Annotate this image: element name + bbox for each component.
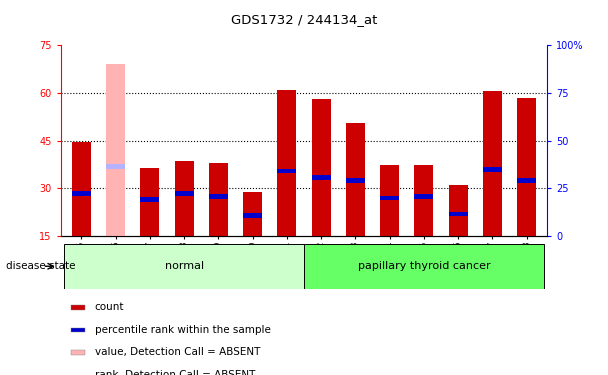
Bar: [209, 194, 228, 199]
Bar: [71, 350, 85, 355]
Bar: [380, 165, 399, 236]
Text: value, Detection Call = ABSENT: value, Detection Call = ABSENT: [95, 348, 260, 357]
Bar: [106, 164, 125, 168]
Bar: [64, 244, 304, 289]
Bar: [243, 192, 262, 236]
Text: count: count: [95, 303, 125, 312]
Bar: [517, 98, 536, 236]
Bar: [483, 91, 502, 236]
Bar: [71, 373, 85, 375]
Text: papillary thyroid cancer: papillary thyroid cancer: [358, 261, 490, 271]
Text: rank, Detection Call = ABSENT: rank, Detection Call = ABSENT: [95, 370, 255, 375]
Bar: [106, 64, 125, 236]
Bar: [277, 90, 296, 236]
Bar: [312, 99, 331, 236]
Bar: [71, 328, 85, 332]
Text: percentile rank within the sample: percentile rank within the sample: [95, 325, 271, 335]
Bar: [449, 185, 468, 236]
Bar: [449, 211, 468, 216]
Bar: [346, 123, 365, 236]
Bar: [71, 305, 85, 310]
Bar: [517, 178, 536, 183]
Bar: [243, 213, 262, 218]
Bar: [209, 163, 228, 236]
Bar: [140, 168, 159, 236]
Bar: [174, 191, 193, 196]
Bar: [174, 161, 193, 236]
Text: disease state: disease state: [6, 261, 75, 271]
Text: GDS1732 / 244134_at: GDS1732 / 244134_at: [231, 13, 377, 26]
Bar: [312, 175, 331, 180]
Bar: [304, 244, 544, 289]
Bar: [72, 142, 91, 236]
Bar: [140, 197, 159, 202]
Bar: [277, 168, 296, 173]
Bar: [415, 194, 434, 199]
Text: normal: normal: [165, 261, 204, 271]
Bar: [380, 196, 399, 200]
Bar: [483, 167, 502, 172]
Bar: [72, 191, 91, 196]
Bar: [415, 165, 434, 236]
Bar: [346, 178, 365, 183]
